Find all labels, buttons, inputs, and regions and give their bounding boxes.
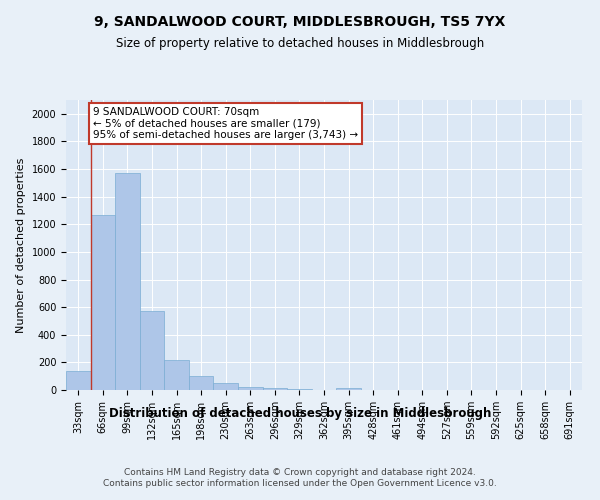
- Text: Contains HM Land Registry data © Crown copyright and database right 2024.
Contai: Contains HM Land Registry data © Crown c…: [103, 468, 497, 487]
- Bar: [214, 383, 238, 390]
- Bar: [238, 387, 263, 390]
- Bar: [336, 388, 361, 390]
- Y-axis label: Number of detached properties: Number of detached properties: [16, 158, 26, 332]
- Text: Distribution of detached houses by size in Middlesbrough: Distribution of detached houses by size …: [109, 408, 491, 420]
- Bar: [91, 214, 115, 390]
- Bar: [189, 376, 214, 390]
- Text: 9 SANDALWOOD COURT: 70sqm
← 5% of detached houses are smaller (179)
95% of semi-: 9 SANDALWOOD COURT: 70sqm ← 5% of detach…: [93, 107, 358, 140]
- Bar: [66, 370, 91, 390]
- Text: 9, SANDALWOOD COURT, MIDDLESBROUGH, TS5 7YX: 9, SANDALWOOD COURT, MIDDLESBROUGH, TS5 …: [94, 15, 506, 29]
- Bar: [115, 173, 140, 390]
- Text: Size of property relative to detached houses in Middlesbrough: Size of property relative to detached ho…: [116, 38, 484, 51]
- Bar: [263, 388, 287, 390]
- Bar: [164, 360, 189, 390]
- Bar: [140, 312, 164, 390]
